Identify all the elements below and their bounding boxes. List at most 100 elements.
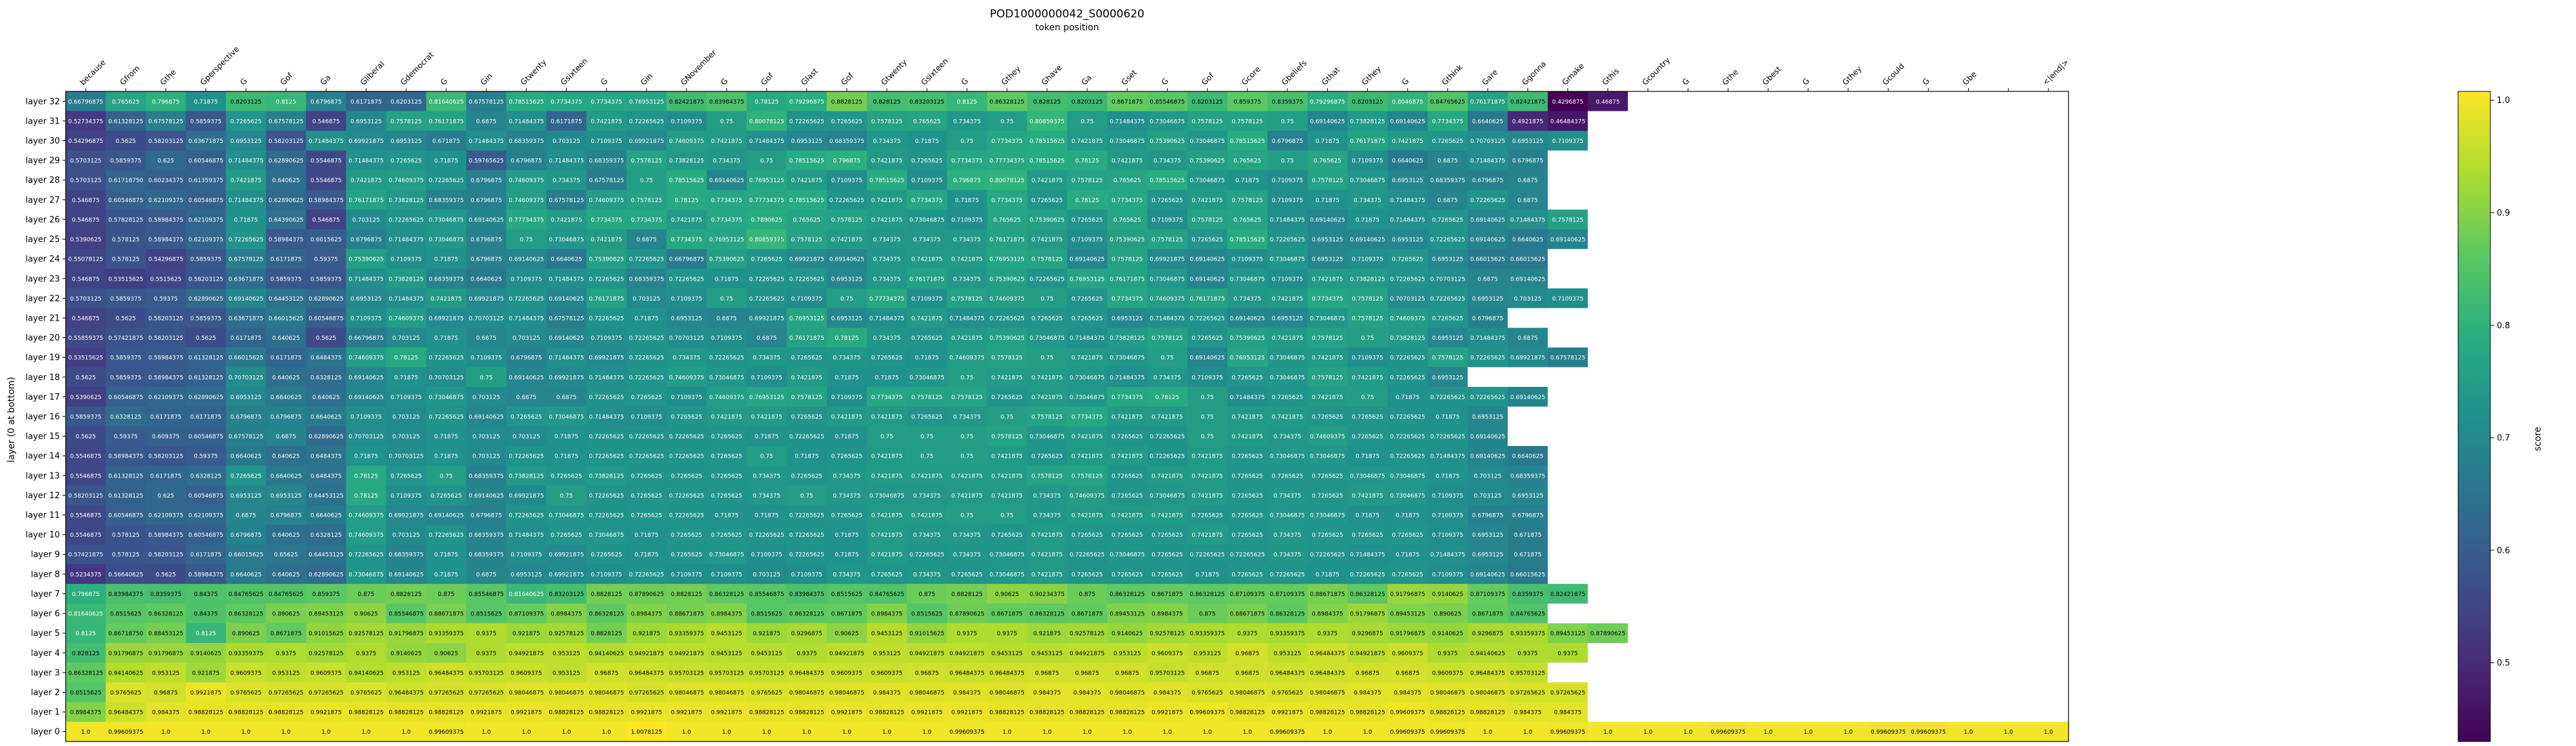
y-tick-label: layer 9 xyxy=(31,550,60,560)
heatmap-cell-value: 0.84765625 xyxy=(229,592,263,598)
heatmap-cell-empty xyxy=(1948,131,1989,151)
heatmap-cell-value: 0.94921875 xyxy=(829,651,864,657)
heatmap-cell-value: 0.70703125 xyxy=(469,315,504,322)
heatmap-cell-empty xyxy=(1948,584,1989,604)
heatmap-cell-value: 0.7265625 xyxy=(1191,513,1223,519)
heatmap-cell xyxy=(225,209,267,230)
heatmap-cell xyxy=(1147,91,1188,112)
heatmap-cell-value: 0.6875 xyxy=(1437,158,1458,165)
heatmap-cell xyxy=(626,91,667,112)
heatmap-cell xyxy=(225,268,267,289)
heatmap-cell-empty xyxy=(1668,662,1709,683)
heatmap-cell-value: 0.86328125 xyxy=(1270,611,1305,618)
heatmap-cell-value: 1.0 xyxy=(202,729,211,736)
heatmap-cell-value: 0.6640625 xyxy=(310,415,342,421)
heatmap-cell-value: 0.7265625 xyxy=(831,513,863,519)
heatmap-cell xyxy=(386,131,427,151)
heatmap-cell-value: 0.86328125 xyxy=(1110,592,1144,598)
heatmap-cell xyxy=(185,248,227,270)
heatmap-cell-value: 0.98828125 xyxy=(1030,710,1065,716)
heatmap-cell-empty xyxy=(1668,190,1709,210)
heatmap-cell-empty xyxy=(1587,308,1629,328)
heatmap-cell-empty xyxy=(1828,682,1869,703)
heatmap-cell-value: 0.53515625 xyxy=(68,355,103,362)
heatmap-cell-empty xyxy=(1828,268,1869,289)
heatmap-cell-value: 0.64390625 xyxy=(269,217,303,223)
heatmap-cell-value: 0.8671875 xyxy=(1472,611,1504,618)
heatmap-cell-value: 0.93359375 xyxy=(229,651,263,657)
heatmap-cell xyxy=(225,229,267,250)
heatmap-cell-value: 0.7109375 xyxy=(671,118,703,125)
heatmap-cell xyxy=(506,229,547,250)
heatmap-cell-value: 1.0 xyxy=(922,729,932,736)
heatmap-cell-empty xyxy=(1788,682,1829,703)
heatmap-cell-value: 0.96875 xyxy=(1115,670,1139,676)
heatmap-cell-value: 0.55859375 xyxy=(68,335,103,342)
heatmap-cell-empty xyxy=(1948,702,1989,722)
heatmap-cell-value: 0.69140625 xyxy=(1310,217,1345,223)
heatmap-cell-value: 0.89453125 xyxy=(1390,611,1425,618)
heatmap-cell-value: 0.72265625 xyxy=(1189,315,1224,322)
heatmap-cell xyxy=(947,209,988,230)
heatmap-cell-value: 0.75 xyxy=(1201,434,1214,440)
heatmap-cell-value: 0.71484375 xyxy=(388,237,423,243)
heatmap-cell-value: 0.71484375 xyxy=(1510,217,1545,223)
heatmap-cell-value: 0.86328125 xyxy=(68,670,103,676)
heatmap-cell-value: 0.4921875 xyxy=(1512,118,1544,125)
heatmap-cell-value: 0.73046875 xyxy=(1110,138,1144,145)
heatmap-cell-value: 0.91796875 xyxy=(108,651,143,657)
heatmap-cell xyxy=(66,308,106,328)
heatmap-cell-value: 0.69140625 xyxy=(1310,118,1345,125)
heatmap-cell-value: 0.9375 xyxy=(797,651,817,657)
heatmap-cell-empty xyxy=(1828,406,1869,427)
heatmap-cell-value: 0.66796875 xyxy=(68,99,103,106)
heatmap-cell xyxy=(586,288,627,309)
heatmap-cell-value: 0.72265625 xyxy=(1390,375,1425,381)
heatmap-cell-value: 0.70703125 xyxy=(429,375,464,381)
heatmap-cell-value: 0.7421875 xyxy=(1312,276,1343,283)
heatmap-cell-empty xyxy=(1868,603,1909,624)
heatmap-cell-value: 0.58984375 xyxy=(148,217,183,223)
heatmap-cell-value: 0.61328125 xyxy=(108,473,143,480)
heatmap-cell-value: 0.953125 xyxy=(553,670,580,676)
heatmap-cell xyxy=(1387,190,1428,210)
heatmap-cell-value: 0.77734375 xyxy=(989,158,1024,165)
heatmap-cell-value: 0.72265625 xyxy=(789,552,824,559)
heatmap-cell-value: 0.734375 xyxy=(833,572,860,578)
heatmap-cell xyxy=(1067,170,1108,191)
heatmap-cell-value: 0.73046875 xyxy=(1070,395,1104,401)
heatmap-cell xyxy=(1387,131,1428,151)
heatmap-cell-value: 0.98046875 xyxy=(1430,690,1465,696)
x-tick-label: G xyxy=(1400,77,1410,87)
heatmap-cell-value: 0.98046875 xyxy=(789,690,824,696)
heatmap-cell-value: 0.7265625 xyxy=(871,572,903,578)
heatmap-cell-value: 0.73046875 xyxy=(1350,473,1385,480)
heatmap-cell xyxy=(546,150,587,171)
heatmap-cell-value: 0.69140625 xyxy=(1470,454,1505,460)
heatmap-cell-value: 0.75 xyxy=(1081,118,1094,125)
heatmap-cell-value: 0.87890625 xyxy=(949,611,984,618)
heatmap-cell-value: 0.73046875 xyxy=(709,375,744,381)
heatmap-cell-value: 0.73046875 xyxy=(429,217,464,223)
heatmap-cell-value: 0.7265625 xyxy=(1191,237,1223,243)
heatmap-cell-value: 0.70703125 xyxy=(1390,296,1425,303)
y-tick-label: layer 12 xyxy=(26,491,60,501)
heatmap-cell xyxy=(1107,111,1148,131)
heatmap-cell xyxy=(1107,367,1148,387)
heatmap-cell xyxy=(947,91,988,112)
heatmap-cell-value: 0.6171875 xyxy=(231,335,262,342)
heatmap-cell xyxy=(1067,248,1108,270)
heatmap-cell xyxy=(466,367,507,387)
heatmap-cell-empty xyxy=(1948,426,1989,447)
y-tick-label: layer 6 xyxy=(31,610,60,619)
heatmap-cell-empty xyxy=(1988,406,2029,427)
heatmap-cell xyxy=(1508,248,1548,270)
heatmap-cell-empty xyxy=(2028,170,2069,191)
heatmap-cell-value: 0.7421875 xyxy=(1151,473,1183,480)
heatmap-cell xyxy=(346,91,387,112)
heatmap-cell-value: 0.73046875 xyxy=(1270,355,1305,362)
heatmap-cell xyxy=(106,111,146,131)
heatmap-cell-empty xyxy=(1627,465,1669,486)
heatmap-cell-empty xyxy=(1587,328,1629,348)
heatmap-cell xyxy=(266,131,307,151)
